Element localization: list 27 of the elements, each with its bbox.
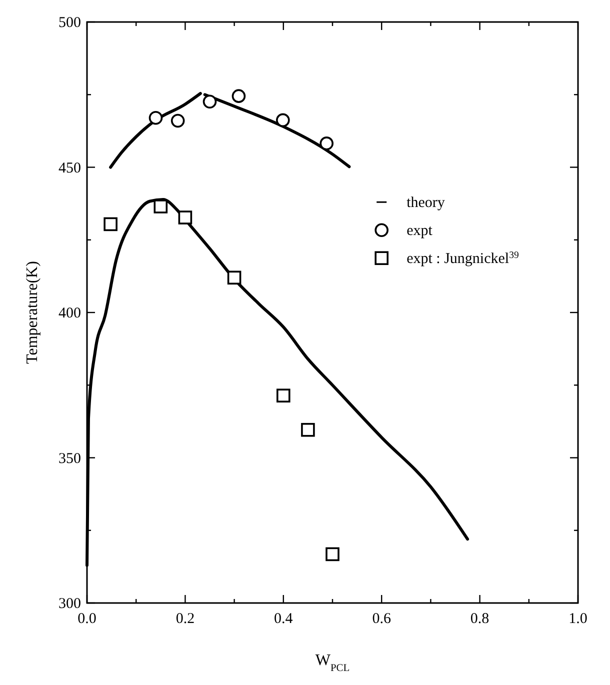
point xyxy=(202,94,217,108)
legend-label: theory xyxy=(406,195,446,212)
point xyxy=(232,89,246,103)
y-tick-label: 450 xyxy=(58,160,81,176)
x-tick-label: 0.2 xyxy=(176,611,195,627)
point xyxy=(154,200,168,214)
point xyxy=(227,270,242,285)
x-tick-label: 0.6 xyxy=(372,611,392,627)
point xyxy=(148,110,163,125)
point xyxy=(170,114,185,128)
y-tick-label: 300 xyxy=(58,596,81,612)
point xyxy=(276,388,290,402)
x-tick-label: 0.4 xyxy=(274,611,294,627)
x-axis-title: W$_{PCL}$ xyxy=(315,652,350,674)
y-tick-label: 350 xyxy=(58,450,81,467)
point xyxy=(178,210,192,224)
point xyxy=(301,422,315,437)
x-tick-label: 1.0 xyxy=(568,611,588,627)
x-tick-label: 0.8 xyxy=(470,611,490,627)
x-tick-label: 0.0 xyxy=(78,611,96,627)
point xyxy=(104,217,118,232)
legend-label: expt xyxy=(406,223,434,240)
y-tick-label: 400 xyxy=(58,306,81,322)
point xyxy=(326,547,340,562)
y-axis-title: Temperature(K) xyxy=(24,261,41,364)
y-tick-label: 500 xyxy=(58,15,81,31)
legend-label: expt : Jungnickel$^{39}$ xyxy=(406,250,519,268)
